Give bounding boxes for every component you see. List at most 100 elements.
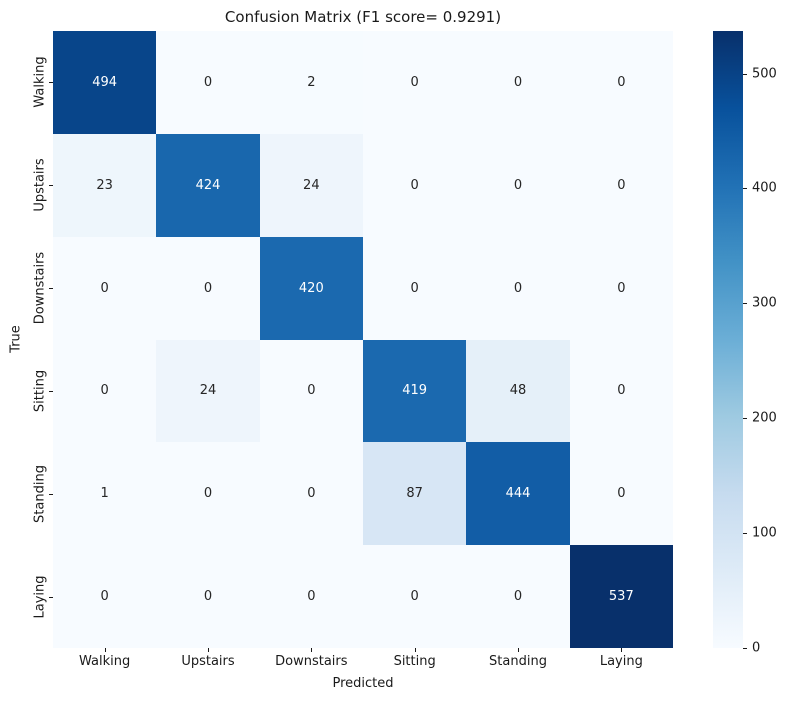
heatmap-cell: 0: [363, 31, 467, 134]
cell-value: 1: [100, 486, 109, 502]
x-tick-label: Upstairs: [181, 654, 235, 669]
heatmap-cell: 0: [53, 545, 157, 648]
heatmap-cell: 0: [569, 339, 673, 443]
cell-value: 537: [608, 589, 634, 605]
cell-value: 0: [307, 383, 316, 399]
y-tick-mark: [49, 185, 53, 187]
y-tick-mark: [49, 288, 53, 290]
cell-value: 494: [92, 74, 118, 90]
cell-value: 0: [203, 280, 213, 296]
heatmap-cell: 2: [259, 31, 363, 134]
cell-value: 48: [509, 383, 527, 399]
heatmap-cell: 0: [569, 442, 673, 546]
heatmap-cell: 0: [259, 545, 363, 648]
heatmap-cell: 0: [569, 133, 673, 237]
cell-value: 0: [617, 74, 626, 90]
y-tick-label: Sitting: [32, 369, 48, 412]
colorbar-tick-mark: [743, 188, 747, 190]
colorbar-tick-mark: [743, 648, 747, 649]
cell-value: 444: [505, 486, 531, 502]
x-tick-label: Laying: [599, 654, 643, 669]
colorbar-tick-label: 500: [752, 66, 777, 81]
colorbar-tick-mark: [743, 533, 747, 535]
cell-value: 24: [199, 383, 217, 399]
cell-value: 24: [303, 177, 320, 193]
x-tick-label: Sitting: [393, 654, 436, 669]
y-tick-mark: [49, 493, 53, 495]
cell-value: 419: [402, 383, 428, 399]
cell-value: 424: [195, 177, 221, 193]
x-axis-label: Predicted: [332, 676, 394, 691]
heatmap: 494 0 2 0 0 0 23 424 24 0 0 0 0 0 420 0 0 0 0 24 0 419 48 0 1 0 0 8…: [53, 31, 673, 648]
x-tick-mark: [104, 648, 106, 652]
heatmap-cell: 87: [363, 442, 467, 546]
heatmap-cell: 48: [466, 339, 570, 443]
heatmap-cell: 0: [156, 236, 260, 340]
x-tick-mark: [414, 648, 416, 652]
y-tick-mark: [49, 390, 53, 392]
heatmap-cell: 419: [363, 339, 467, 443]
cell-value: 0: [100, 589, 109, 605]
cell-value: 0: [617, 383, 626, 399]
cell-value: 0: [513, 280, 523, 296]
cell-value: 0: [307, 486, 316, 502]
heatmap-cell: 0: [363, 545, 467, 648]
heatmap-cell: 0: [53, 236, 157, 340]
cell-value: 0: [410, 74, 419, 90]
chart-title: Confusion Matrix (F1 score= 0.9291): [224, 8, 502, 26]
colorbar: [713, 31, 743, 648]
heatmap-cell: 0: [259, 339, 363, 443]
y-tick-label: Laying: [32, 575, 48, 619]
x-tick-mark: [621, 648, 623, 652]
y-tick-label: Downstairs: [32, 251, 48, 325]
cell-value: 0: [307, 589, 316, 605]
cell-value: 0: [410, 177, 419, 193]
cell-value: 0: [513, 177, 523, 193]
heatmap-cell: 0: [156, 442, 260, 546]
heatmap-cell: 0: [53, 339, 157, 443]
cell-value: 0: [513, 589, 523, 605]
heatmap-cell: 23: [53, 133, 157, 237]
colorbar-tick-label: 100: [752, 525, 777, 541]
heatmap-cell: 0: [466, 133, 570, 237]
heatmap-cell: 24: [259, 133, 363, 237]
heatmap-cell: 0: [363, 236, 467, 340]
cell-value: 0: [203, 486, 213, 502]
colorbar-tick-mark: [743, 73, 747, 75]
heatmap-cell: 0: [259, 442, 363, 546]
x-tick-label: Standing: [489, 654, 547, 669]
y-tick-label: Standing: [32, 464, 48, 523]
cell-value: 0: [617, 280, 626, 296]
cell-value: 420: [298, 280, 324, 296]
heatmap-cell: 0: [363, 133, 467, 237]
y-tick-label: Walking: [32, 56, 48, 109]
colorbar-tick-label: 400: [752, 180, 777, 196]
heatmap-cell: 0: [466, 31, 570, 134]
y-tick-label: Upstairs: [32, 158, 48, 212]
cell-value: 87: [406, 486, 423, 502]
cell-value: 0: [513, 74, 523, 90]
cell-value: 0: [410, 589, 419, 605]
cell-value: 0: [203, 589, 213, 605]
heatmap-cell: 0: [569, 31, 673, 134]
colorbar-tick-mark: [743, 303, 747, 305]
heatmap-cell: 1: [53, 442, 157, 546]
colorbar-tick-mark: [743, 418, 747, 420]
heatmap-cell: 444: [466, 442, 570, 546]
cell-value: 23: [96, 177, 113, 193]
x-tick-mark: [518, 648, 519, 652]
x-tick-mark: [208, 648, 209, 652]
colorbar-tick-label: 300: [752, 295, 777, 311]
cell-value: 0: [100, 383, 109, 399]
colorbar-tick-label: 200: [752, 410, 777, 426]
heatmap-cell: 424: [156, 133, 260, 237]
cell-value: 0: [100, 280, 109, 296]
heatmap-cell: 0: [569, 236, 673, 340]
heatmap-cell: 0: [156, 545, 260, 648]
cell-value: 0: [617, 177, 626, 193]
x-tick-mark: [311, 648, 313, 652]
y-tick-mark: [49, 82, 53, 84]
heatmap-cell: 0: [466, 236, 570, 340]
cell-value: 0: [617, 486, 626, 502]
